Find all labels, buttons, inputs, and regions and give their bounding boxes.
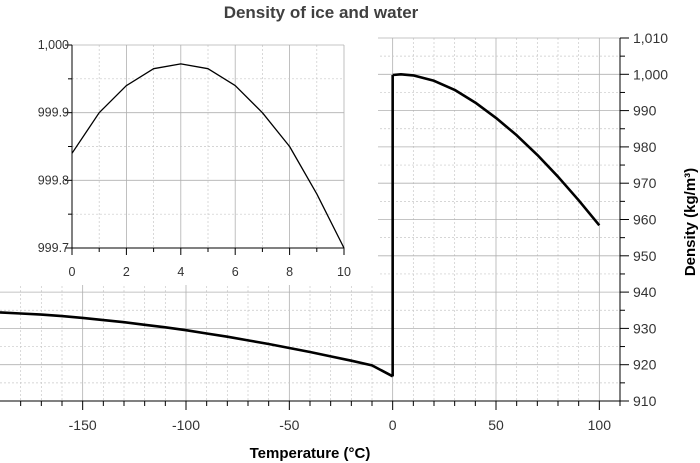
x-tick-label: 100 — [588, 417, 612, 433]
x-axis-title: Temperature (°C) — [250, 445, 371, 462]
y-tick-label: 930 — [633, 320, 657, 336]
y-tick-label: 950 — [633, 248, 657, 264]
inset-y-tick-label: 999.9 — [38, 106, 69, 120]
y-tick-label: 910 — [633, 393, 657, 409]
y-axis-title: Density (kg/m³) — [682, 168, 699, 276]
y-tick-label: 1,000 — [633, 66, 668, 82]
inset-y-tick-label: 999.7 — [38, 241, 69, 255]
main-axes: -150 -100 -50 0 50 10091092093094095096097098… — [0, 30, 668, 433]
inset-x-tick-label: 4 — [177, 265, 184, 279]
inset-water-density-line — [71, 63, 345, 249]
inset-x-tick-label: 2 — [123, 265, 130, 279]
inset-panel — [0, 30, 378, 285]
y-tick-label: 970 — [633, 175, 657, 191]
y-tick-label: 1,010 — [633, 30, 668, 46]
inset-x-tick-label: 8 — [286, 265, 293, 279]
x-tick-label: -150 — [69, 417, 97, 433]
inset-gridlines — [71, 44, 345, 249]
y-tick-label: 980 — [633, 139, 657, 155]
ice-density-line — [0, 311, 394, 378]
y-tick-label: 940 — [633, 284, 657, 300]
inset-x-tick-label: 6 — [232, 265, 239, 279]
x-tick-label: -100 — [172, 417, 200, 433]
inset-y-tick-label: 999.8 — [38, 173, 69, 187]
inset-axes: 0 2 4 6 8 10 999.7 999.8 999.9 1,000 — [38, 38, 351, 279]
y-tick-label: 990 — [633, 103, 657, 119]
x-tick-label: 0 — [389, 417, 397, 433]
main-series-group — [0, 73, 601, 378]
x-tick-label: -50 — [279, 417, 299, 433]
y-tick-label: 920 — [633, 357, 657, 373]
inset-x-tick-label: 0 — [69, 265, 76, 279]
inset-background — [0, 30, 378, 285]
inset-y-tick-label: 1,000 — [38, 38, 69, 52]
inset-x-tick-label: 10 — [337, 265, 351, 279]
water-density-line — [392, 73, 601, 227]
y-tick-label: 960 — [633, 212, 657, 228]
inset-series-group — [71, 63, 345, 249]
chart-title: Density of ice and water — [224, 3, 419, 22]
x-tick-label: 50 — [488, 417, 504, 433]
